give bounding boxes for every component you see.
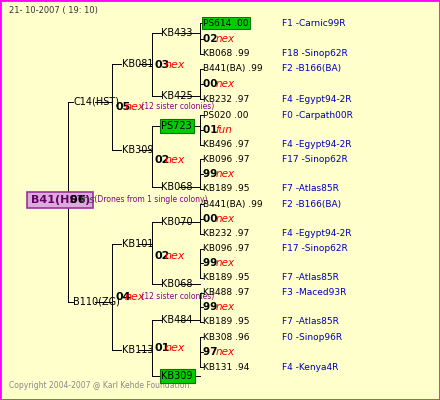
Text: 99: 99 bbox=[203, 302, 221, 312]
Text: 99: 99 bbox=[203, 258, 221, 268]
Text: 21- 10-2007 ( 19: 10): 21- 10-2007 ( 19: 10) bbox=[9, 6, 98, 14]
Text: nex: nex bbox=[165, 251, 185, 261]
Text: KB425: KB425 bbox=[161, 91, 193, 101]
Text: KB232 .97: KB232 .97 bbox=[203, 230, 249, 238]
Text: nex: nex bbox=[216, 169, 235, 179]
Text: KB096 .97: KB096 .97 bbox=[203, 155, 250, 164]
Text: (12 sister colonies): (12 sister colonies) bbox=[139, 102, 215, 112]
Text: nex: nex bbox=[165, 60, 185, 70]
Text: KB068 .99: KB068 .99 bbox=[203, 50, 250, 58]
Text: KB096 .97: KB096 .97 bbox=[203, 244, 250, 253]
Text: 00: 00 bbox=[203, 214, 221, 224]
Text: 01: 01 bbox=[203, 125, 221, 135]
Text: F18 -Sinop62R: F18 -Sinop62R bbox=[282, 50, 347, 58]
Text: 99: 99 bbox=[203, 169, 221, 179]
Text: F4 -Egypt94-2R: F4 -Egypt94-2R bbox=[282, 230, 351, 238]
Text: 04: 04 bbox=[115, 292, 131, 302]
Text: F17 -Sinop62R: F17 -Sinop62R bbox=[282, 244, 347, 253]
Text: B110(ZG): B110(ZG) bbox=[73, 297, 121, 307]
Text: F0 -Sinop96R: F0 -Sinop96R bbox=[282, 333, 342, 342]
Text: nex: nex bbox=[216, 302, 235, 312]
Text: KB068: KB068 bbox=[161, 182, 193, 192]
Text: nex: nex bbox=[165, 155, 185, 165]
Text: F7 -Atlas85R: F7 -Atlas85R bbox=[282, 318, 338, 326]
Text: nex: nex bbox=[216, 347, 235, 357]
Text: 03: 03 bbox=[155, 60, 170, 70]
Text: PS614 .00: PS614 .00 bbox=[203, 19, 249, 28]
Text: nex: nex bbox=[125, 292, 146, 302]
Text: C14(HST): C14(HST) bbox=[73, 97, 120, 107]
Text: nex: nex bbox=[216, 79, 235, 89]
Text: 05: 05 bbox=[115, 102, 131, 112]
Text: (12 sister colonies): (12 sister colonies) bbox=[139, 292, 215, 302]
Text: KB488 .97: KB488 .97 bbox=[203, 288, 249, 297]
Text: 06: 06 bbox=[70, 195, 90, 205]
Text: KB189 .95: KB189 .95 bbox=[203, 318, 250, 326]
Text: nex: nex bbox=[165, 343, 185, 353]
Text: KB308 .96: KB308 .96 bbox=[203, 333, 250, 342]
Text: KB113: KB113 bbox=[122, 345, 154, 355]
Text: 02: 02 bbox=[155, 251, 170, 261]
Text: F2 -B166(BA): F2 -B166(BA) bbox=[282, 64, 341, 73]
Text: 97: 97 bbox=[203, 347, 221, 357]
Text: B441(BA) .99: B441(BA) .99 bbox=[203, 64, 263, 73]
Text: KB484: KB484 bbox=[161, 315, 193, 325]
Text: KB433: KB433 bbox=[161, 28, 193, 38]
Text: nex: nex bbox=[216, 258, 235, 268]
Text: Copyright 2004-2007 @ Karl Kehde Foundation.: Copyright 2004-2007 @ Karl Kehde Foundat… bbox=[9, 382, 191, 390]
Text: KB068: KB068 bbox=[161, 279, 193, 289]
Text: F7 -Atlas85R: F7 -Atlas85R bbox=[282, 184, 338, 193]
Text: KB309: KB309 bbox=[161, 371, 193, 381]
Text: F4 -Kenya4R: F4 -Kenya4R bbox=[282, 363, 338, 372]
Text: F0 -Carpath00R: F0 -Carpath00R bbox=[282, 111, 352, 120]
Text: F4 -Egypt94-2R: F4 -Egypt94-2R bbox=[282, 95, 351, 104]
Text: 02: 02 bbox=[155, 155, 170, 165]
Text: fun: fun bbox=[216, 125, 232, 135]
Text: KB309: KB309 bbox=[122, 145, 154, 155]
Text: PS723: PS723 bbox=[161, 121, 192, 131]
Text: nex: nex bbox=[125, 102, 146, 112]
Text: KB101: KB101 bbox=[122, 239, 154, 249]
Text: B441(BA) .99: B441(BA) .99 bbox=[203, 200, 263, 208]
Text: 02: 02 bbox=[203, 34, 221, 44]
Text: KB232 .97: KB232 .97 bbox=[203, 95, 249, 104]
Text: PS020 .00: PS020 .00 bbox=[203, 111, 249, 120]
Text: F2 -B166(BA): F2 -B166(BA) bbox=[282, 200, 341, 208]
Text: ins: ins bbox=[79, 195, 95, 205]
Text: nex: nex bbox=[216, 214, 235, 224]
Text: F17 -Sinop62R: F17 -Sinop62R bbox=[282, 155, 347, 164]
Text: 00: 00 bbox=[203, 79, 221, 89]
Text: KB189 .95: KB189 .95 bbox=[203, 274, 250, 282]
Text: KB070: KB070 bbox=[161, 217, 193, 227]
Text: KB131 .94: KB131 .94 bbox=[203, 363, 249, 372]
Text: F4 -Egypt94-2R: F4 -Egypt94-2R bbox=[282, 140, 351, 149]
Text: nex: nex bbox=[216, 34, 235, 44]
Text: F1 -Carnic99R: F1 -Carnic99R bbox=[282, 19, 345, 28]
Text: KB496 .97: KB496 .97 bbox=[203, 140, 249, 149]
Text: B41(HST): B41(HST) bbox=[31, 195, 90, 205]
Text: 01: 01 bbox=[155, 343, 170, 353]
Text: KB081: KB081 bbox=[122, 59, 154, 69]
Text: F3 -Maced93R: F3 -Maced93R bbox=[282, 288, 346, 297]
Text: KB189 .95: KB189 .95 bbox=[203, 184, 250, 193]
Text: F7 -Atlas85R: F7 -Atlas85R bbox=[282, 274, 338, 282]
Text: (Drones from 1 single colony): (Drones from 1 single colony) bbox=[92, 196, 207, 204]
